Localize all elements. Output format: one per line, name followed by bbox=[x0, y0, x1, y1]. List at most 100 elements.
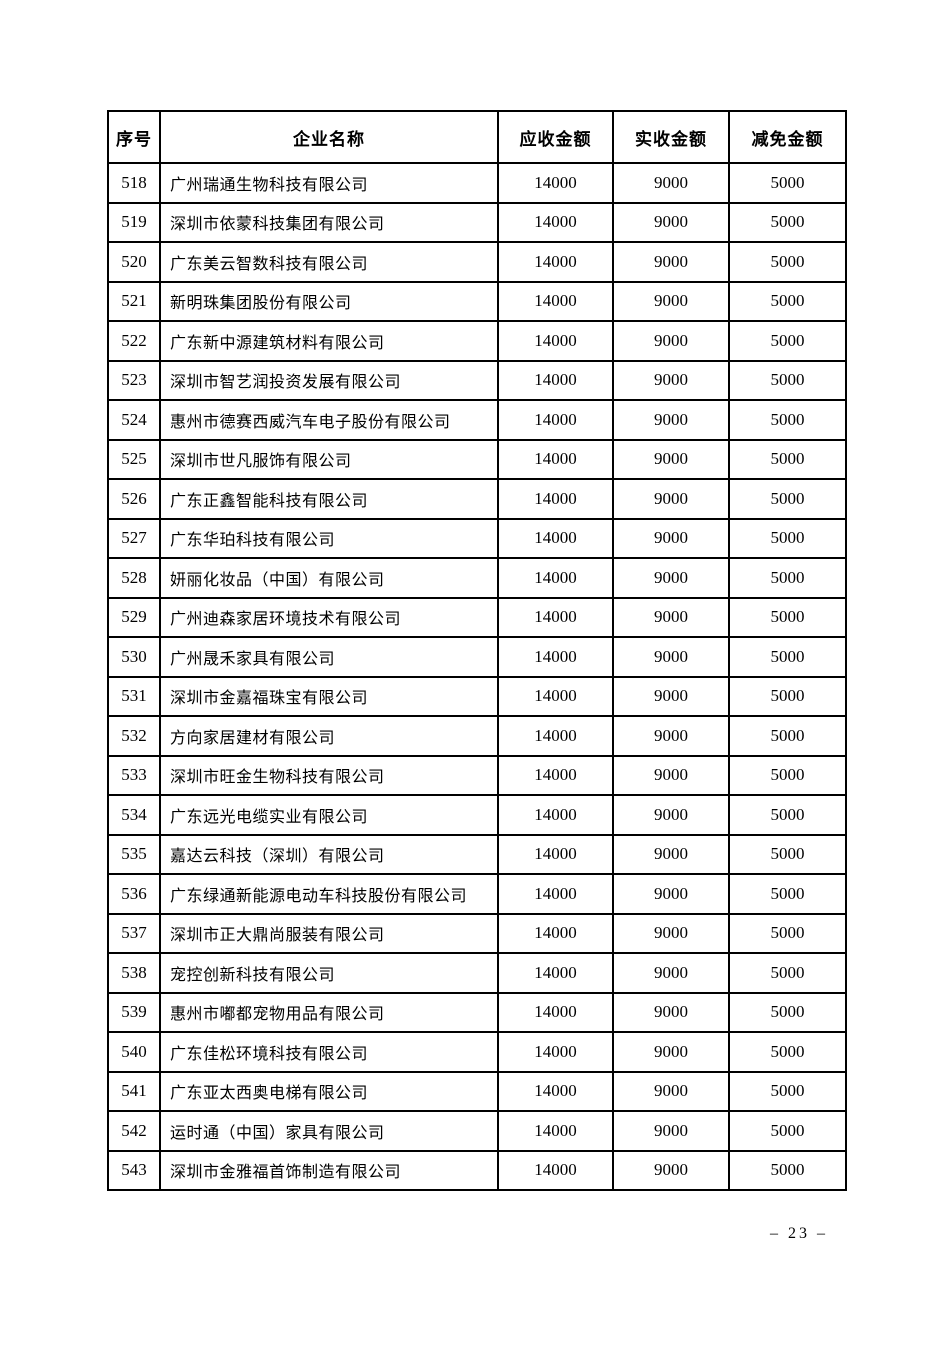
cell-serial-number: 529 bbox=[107, 596, 161, 638]
cell-company-name: 广东亚太西奥电梯有限公司 bbox=[159, 1070, 499, 1112]
header-receivable-amount: 应收金额 bbox=[497, 110, 614, 164]
cell-reduction-amount: 5000 bbox=[728, 399, 847, 441]
table-row: 518 广州瑞通生物科技有限公司 14000 9000 5000 bbox=[107, 162, 847, 204]
cell-received-amount: 9000 bbox=[612, 833, 730, 875]
cell-reduction-amount: 5000 bbox=[728, 991, 847, 1033]
table-row: 540 广东佳松环境科技有限公司 14000 9000 5000 bbox=[107, 1031, 847, 1073]
cell-company-name: 深圳市世凡服饰有限公司 bbox=[159, 438, 499, 480]
table-row: 527 广东华珀科技有限公司 14000 9000 5000 bbox=[107, 517, 847, 559]
cell-receivable-amount: 14000 bbox=[497, 320, 614, 362]
cell-receivable-amount: 14000 bbox=[497, 1070, 614, 1112]
cell-reduction-amount: 5000 bbox=[728, 557, 847, 599]
cell-receivable-amount: 14000 bbox=[497, 833, 614, 875]
cell-receivable-amount: 14000 bbox=[497, 636, 614, 678]
cell-received-amount: 9000 bbox=[612, 715, 730, 757]
cell-received-amount: 9000 bbox=[612, 280, 730, 322]
cell-receivable-amount: 14000 bbox=[497, 715, 614, 757]
cell-receivable-amount: 14000 bbox=[497, 912, 614, 954]
table-row: 539 惠州市嘟都宠物用品有限公司 14000 9000 5000 bbox=[107, 991, 847, 1033]
cell-received-amount: 9000 bbox=[612, 1031, 730, 1073]
cell-serial-number: 541 bbox=[107, 1070, 161, 1112]
cell-reduction-amount: 5000 bbox=[728, 754, 847, 796]
cell-company-name: 方向家居建材有限公司 bbox=[159, 715, 499, 757]
table-row: 522 广东新中源建筑材料有限公司 14000 9000 5000 bbox=[107, 320, 847, 362]
cell-reduction-amount: 5000 bbox=[728, 833, 847, 875]
cell-company-name: 广东远光电缆实业有限公司 bbox=[159, 794, 499, 836]
cell-company-name: 广东正鑫智能科技有限公司 bbox=[159, 478, 499, 520]
cell-received-amount: 9000 bbox=[612, 438, 730, 480]
table-row: 542 运时通（中国）家具有限公司 14000 9000 5000 bbox=[107, 1110, 847, 1152]
cell-received-amount: 9000 bbox=[612, 912, 730, 954]
cell-serial-number: 532 bbox=[107, 715, 161, 757]
cell-receivable-amount: 14000 bbox=[497, 280, 614, 322]
cell-receivable-amount: 14000 bbox=[497, 359, 614, 401]
cell-received-amount: 9000 bbox=[612, 1070, 730, 1112]
page-number: – 23 – bbox=[770, 1225, 828, 1242]
cell-reduction-amount: 5000 bbox=[728, 438, 847, 480]
table-row: 528 妍丽化妆品（中国）有限公司 14000 9000 5000 bbox=[107, 557, 847, 599]
cell-received-amount: 9000 bbox=[612, 675, 730, 717]
cell-company-name: 深圳市旺金生物科技有限公司 bbox=[159, 754, 499, 796]
cell-serial-number: 522 bbox=[107, 320, 161, 362]
cell-received-amount: 9000 bbox=[612, 478, 730, 520]
cell-receivable-amount: 14000 bbox=[497, 596, 614, 638]
cell-reduction-amount: 5000 bbox=[728, 1149, 847, 1191]
cell-serial-number: 518 bbox=[107, 162, 161, 204]
cell-company-name: 广东佳松环境科技有限公司 bbox=[159, 1031, 499, 1073]
cell-company-name: 广东美云智数科技有限公司 bbox=[159, 241, 499, 283]
cell-received-amount: 9000 bbox=[612, 320, 730, 362]
table-row: 521 新明珠集团股份有限公司 14000 9000 5000 bbox=[107, 280, 847, 322]
cell-reduction-amount: 5000 bbox=[728, 636, 847, 678]
table-header: 序号 企业名称 应收金额 实收金额 减免金额 bbox=[107, 110, 847, 164]
table-row: 531 深圳市金嘉福珠宝有限公司 14000 9000 5000 bbox=[107, 675, 847, 717]
cell-reduction-amount: 5000 bbox=[728, 1031, 847, 1073]
cell-received-amount: 9000 bbox=[612, 596, 730, 638]
cell-received-amount: 9000 bbox=[612, 991, 730, 1033]
table-row: 524 惠州市德赛西威汽车电子股份有限公司 14000 9000 5000 bbox=[107, 399, 847, 441]
cell-company-name: 深圳市金雅福首饰制造有限公司 bbox=[159, 1149, 499, 1191]
cell-serial-number: 538 bbox=[107, 952, 161, 994]
cell-receivable-amount: 14000 bbox=[497, 241, 614, 283]
cell-serial-number: 542 bbox=[107, 1110, 161, 1152]
cell-serial-number: 527 bbox=[107, 517, 161, 559]
cell-reduction-amount: 5000 bbox=[728, 715, 847, 757]
cell-company-name: 广东新中源建筑材料有限公司 bbox=[159, 320, 499, 362]
table-row: 535 嘉达云科技（深圳）有限公司 14000 9000 5000 bbox=[107, 833, 847, 875]
cell-company-name: 广州瑞通生物科技有限公司 bbox=[159, 162, 499, 204]
cell-received-amount: 9000 bbox=[612, 162, 730, 204]
cell-serial-number: 543 bbox=[107, 1149, 161, 1191]
cell-serial-number: 531 bbox=[107, 675, 161, 717]
table-row: 523 深圳市智艺润投资发展有限公司 14000 9000 5000 bbox=[107, 359, 847, 401]
cell-receivable-amount: 14000 bbox=[497, 478, 614, 520]
cell-received-amount: 9000 bbox=[612, 201, 730, 243]
cell-serial-number: 519 bbox=[107, 201, 161, 243]
cell-company-name: 深圳市依蒙科技集团有限公司 bbox=[159, 201, 499, 243]
cell-reduction-amount: 5000 bbox=[728, 912, 847, 954]
cell-receivable-amount: 14000 bbox=[497, 517, 614, 559]
table-row: 543 深圳市金雅福首饰制造有限公司 14000 9000 5000 bbox=[107, 1149, 847, 1191]
cell-company-name: 惠州市德赛西威汽车电子股份有限公司 bbox=[159, 399, 499, 441]
cell-serial-number: 539 bbox=[107, 991, 161, 1033]
cell-serial-number: 521 bbox=[107, 280, 161, 322]
cell-serial-number: 537 bbox=[107, 912, 161, 954]
cell-serial-number: 530 bbox=[107, 636, 161, 678]
cell-received-amount: 9000 bbox=[612, 873, 730, 915]
cell-reduction-amount: 5000 bbox=[728, 478, 847, 520]
cell-reduction-amount: 5000 bbox=[728, 320, 847, 362]
table-body: 518 广州瑞通生物科技有限公司 14000 9000 5000 519 深圳市… bbox=[107, 162, 847, 1191]
cell-received-amount: 9000 bbox=[612, 1149, 730, 1191]
cell-receivable-amount: 14000 bbox=[497, 991, 614, 1033]
cell-reduction-amount: 5000 bbox=[728, 952, 847, 994]
cell-company-name: 深圳市智艺润投资发展有限公司 bbox=[159, 359, 499, 401]
cell-received-amount: 9000 bbox=[612, 636, 730, 678]
table-row: 526 广东正鑫智能科技有限公司 14000 9000 5000 bbox=[107, 478, 847, 520]
table-row: 533 深圳市旺金生物科技有限公司 14000 9000 5000 bbox=[107, 754, 847, 796]
cell-received-amount: 9000 bbox=[612, 517, 730, 559]
cell-company-name: 广州晟禾家具有限公司 bbox=[159, 636, 499, 678]
cell-reduction-amount: 5000 bbox=[728, 517, 847, 559]
table-row: 537 深圳市正大鼎尚服装有限公司 14000 9000 5000 bbox=[107, 912, 847, 954]
cell-company-name: 深圳市正大鼎尚服装有限公司 bbox=[159, 912, 499, 954]
cell-receivable-amount: 14000 bbox=[497, 754, 614, 796]
cell-reduction-amount: 5000 bbox=[728, 201, 847, 243]
cell-company-name: 深圳市金嘉福珠宝有限公司 bbox=[159, 675, 499, 717]
